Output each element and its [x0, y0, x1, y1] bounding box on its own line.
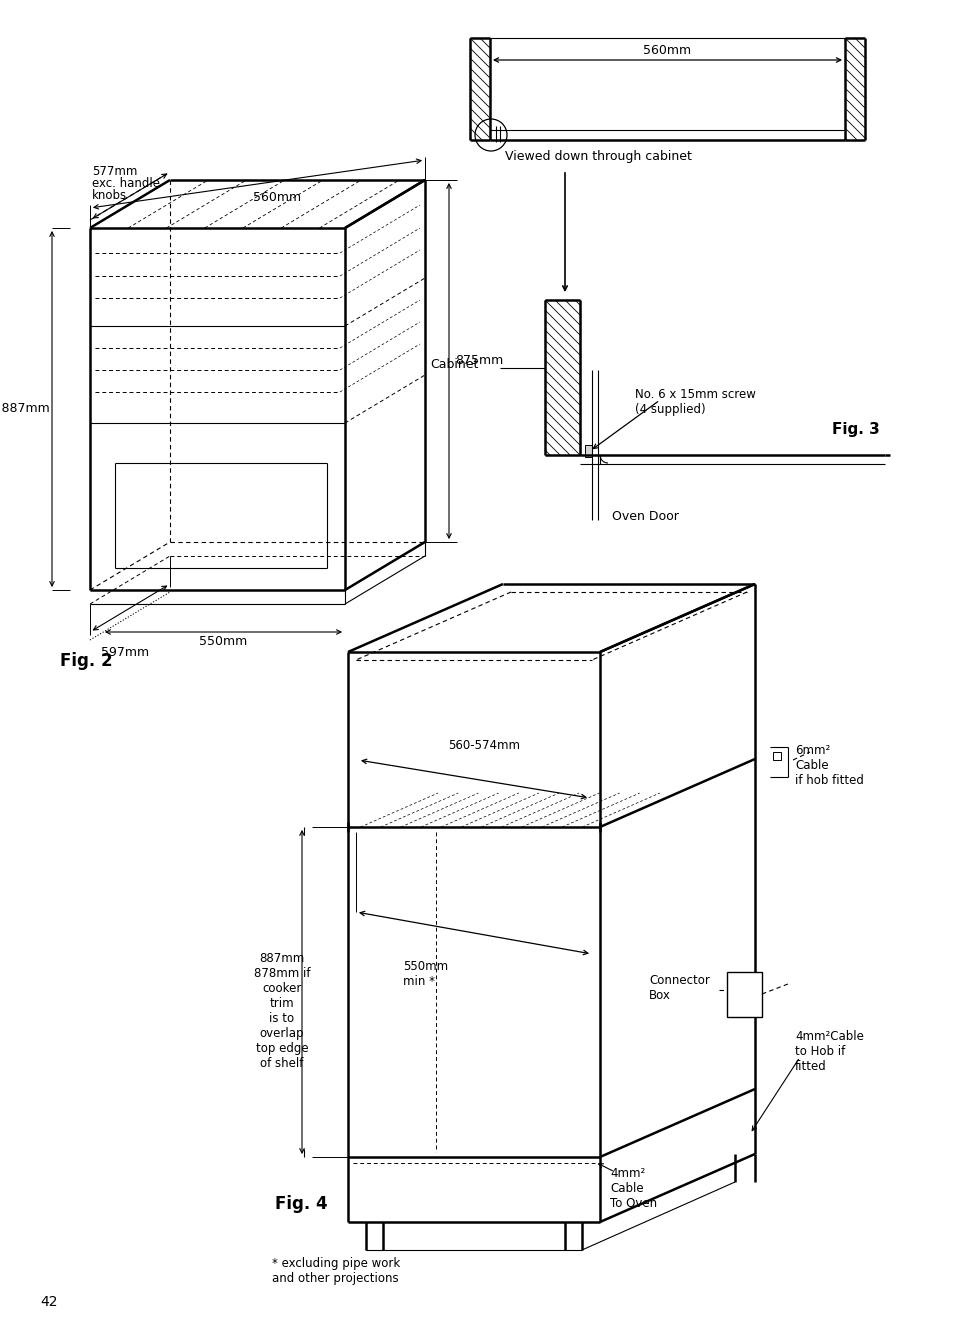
Text: 560mm: 560mm — [642, 44, 691, 57]
Text: Connector
Box: Connector Box — [648, 974, 709, 1002]
Text: exc. handle: exc. handle — [91, 176, 160, 190]
Text: 875mm: 875mm — [455, 354, 503, 367]
Text: 4mm²
Cable
To Oven: 4mm² Cable To Oven — [609, 1168, 657, 1210]
Text: 6mm²
Cable
if hob fitted: 6mm² Cable if hob fitted — [794, 744, 863, 787]
Text: Fig. 4: Fig. 4 — [274, 1194, 327, 1213]
Text: Fig. 2: Fig. 2 — [60, 652, 112, 669]
Text: 42: 42 — [40, 1295, 57, 1309]
Text: Fig. 3: Fig. 3 — [831, 422, 879, 437]
Text: No. 6 x 15mm screw
(4 supplied): No. 6 x 15mm screw (4 supplied) — [635, 387, 755, 415]
Text: knobs: knobs — [91, 188, 127, 202]
Text: 560mm: 560mm — [253, 191, 301, 204]
Text: 597mm: 597mm — [101, 647, 149, 659]
Text: Oven Door: Oven Door — [611, 510, 678, 522]
Text: 550mm
min *: 550mm min * — [402, 961, 448, 989]
Text: 577mm: 577mm — [91, 166, 137, 178]
Text: 887mm
878mm if
cooker
trim
is to
overlap
top edge
of shelf: 887mm 878mm if cooker trim is to overlap… — [253, 953, 310, 1070]
Text: 560-574mm: 560-574mm — [448, 739, 519, 752]
Text: Viewed down through cabinet: Viewed down through cabinet — [504, 150, 691, 163]
FancyBboxPatch shape — [584, 445, 592, 457]
Text: 4mm²Cable
to Hob if
fitted: 4mm²Cable to Hob if fitted — [794, 1030, 863, 1073]
Text: 550mm: 550mm — [199, 635, 248, 648]
Bar — [772, 752, 781, 760]
Text: * excluding pipe work
and other projections: * excluding pipe work and other projecti… — [272, 1257, 400, 1285]
Text: Cabinet: Cabinet — [430, 358, 477, 371]
Text: - 887mm: - 887mm — [0, 402, 50, 415]
Bar — [726, 973, 761, 1017]
